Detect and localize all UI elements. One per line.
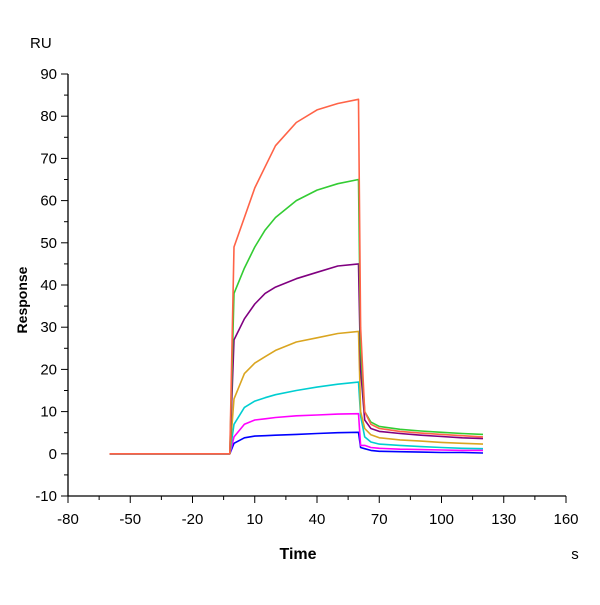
series-line-7 (109, 431, 484, 455)
y-tick-label: 90 (40, 66, 57, 83)
y-unit-label: RU (30, 35, 52, 52)
x-unit-label: s (571, 546, 579, 563)
y-tick-label: 60 (40, 193, 57, 210)
x-tick-label: -20 (182, 511, 204, 528)
y-tick-label: 0 (49, 446, 57, 463)
series-line-1 (109, 98, 484, 455)
y-tick-label: 80 (40, 108, 57, 125)
x-tick-label: 10 (246, 511, 263, 528)
x-tick-label: -50 (119, 511, 141, 528)
y-axis-label: Response (14, 266, 30, 333)
x-tick-label: 160 (553, 511, 578, 528)
y-tick-label: 70 (40, 150, 57, 167)
series-line-6 (109, 412, 483, 455)
x-tick-label: 130 (491, 511, 516, 528)
y-tick-label: 10 (40, 404, 57, 421)
y-tick-label: 40 (40, 277, 57, 294)
x-tick-label: 70 (371, 511, 388, 528)
x-tick-label: -80 (57, 511, 79, 528)
y-tick-label: -10 (35, 488, 57, 505)
y-tick-label: 50 (40, 235, 57, 252)
y-tick-label: 20 (40, 361, 57, 378)
x-axis-label: Time (279, 546, 316, 563)
y-tick-label: 30 (40, 319, 57, 336)
series-line-5 (109, 381, 484, 455)
series-line-2 (109, 178, 484, 455)
x-tick-label: 40 (309, 511, 326, 528)
series-line-4 (109, 330, 484, 455)
series-line-3 (109, 263, 484, 455)
x-tick-label: 100 (429, 511, 454, 528)
